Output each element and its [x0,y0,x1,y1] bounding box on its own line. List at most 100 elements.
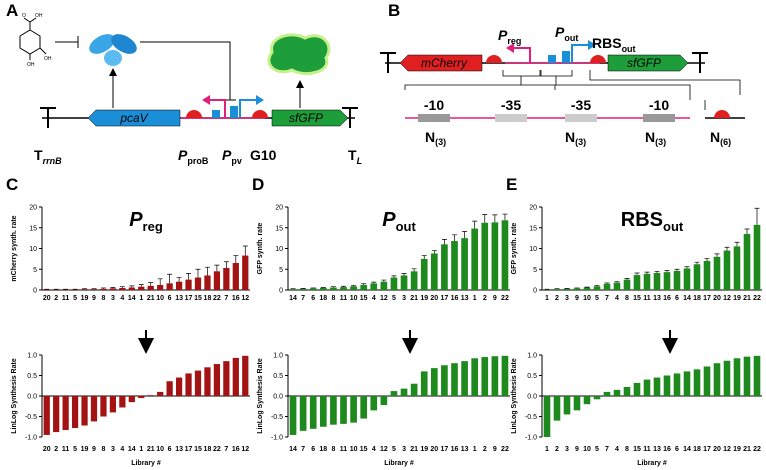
y-tick-label: -1.0 [271,435,283,442]
x-tick-label: 3 [565,295,569,302]
x-tick-label: 11 [62,446,70,453]
error-bar [242,245,248,256]
bar [410,271,418,290]
x-tick-label: 15 [194,446,202,453]
pcav-protein [89,34,137,66]
x-tick-label: 9 [92,295,96,302]
bar [603,283,611,290]
bar [100,288,107,290]
error-bar [411,268,417,272]
bar [553,289,561,290]
x-tick-label: 10 [156,446,164,453]
x-tick-label: 22 [213,446,221,453]
bar [451,241,458,290]
x-tick-label: 2 [54,295,58,302]
x-tick-label: 10 [156,295,164,302]
x-tick-label: 15 [633,446,641,453]
bar [400,388,408,396]
bar [623,386,631,396]
bar [603,391,611,396]
box-label: -35 [501,97,521,113]
error-bar [100,287,106,289]
part-label: RBSout [592,35,636,54]
bar [119,287,126,290]
title-sub: out [663,219,684,234]
bar [109,288,117,290]
terminator [692,52,708,73]
error-bar [233,255,239,264]
bar [693,369,701,396]
x-tick-label: 20 [430,295,438,302]
y-axis-label: mCherry synth. rate [11,215,18,281]
x-tick-label: 14 [683,446,691,453]
terminator [40,107,56,128]
spacer-label: N(3) [565,129,586,147]
error-bar [361,283,367,286]
x-tick-label: 7 [301,446,305,453]
x-tick-label: 20 [43,446,51,453]
title-main: P [382,209,396,231]
y-tick-label: 15 [275,225,283,232]
x-tick-label: 19 [733,446,741,453]
box-10 [418,114,450,122]
error-bar [138,284,144,287]
x-tick-label: 13 [653,295,661,302]
error-bar [724,246,730,251]
bar [743,233,751,290]
y-tick-label: 5 [279,267,283,274]
error-bar [119,286,125,288]
x-tick-label: 6 [675,295,679,302]
y-tick-label: 1.0 [27,353,37,360]
bar [330,287,337,290]
x-tick-label: 18 [319,295,327,302]
bar [390,391,398,396]
bar [553,396,561,421]
x-tick-label: 10 [583,295,591,302]
x-tick-label: 8 [102,446,106,453]
bar [90,396,98,422]
bar [723,250,731,290]
error-bar [704,258,710,261]
bar [223,361,230,396]
x-tick-label: 4 [615,295,619,302]
x-tick-label: 16 [451,446,459,453]
bar [400,275,408,290]
bar [703,260,711,290]
y-tick-label: 0.0 [527,394,537,401]
panel-label: A [6,1,18,20]
y-tick-label: -0.5 [25,414,37,421]
x-tick-label: 14 [683,295,691,302]
x-tick-label: 18 [204,446,212,453]
bar [194,370,202,396]
y-tick-label: 5 [533,267,537,274]
error-bar [371,281,377,284]
box-35 [495,114,527,122]
x-tick-label: 22 [753,295,761,302]
x-tick-label: 16 [232,446,240,453]
rbs [252,110,268,118]
y-tick-label: 10 [529,246,537,253]
x-tick-label: 18 [693,446,701,453]
bar [213,271,221,290]
bar [223,268,230,290]
bar [204,275,211,290]
x-tick-label: 2 [483,295,487,302]
x-tick-label: 11 [643,446,651,453]
bar [441,365,448,396]
sfgfp-protein [267,33,331,75]
bar [501,355,509,396]
x-tick-label: 19 [420,446,428,453]
x-tick-label: 7 [224,446,228,453]
y-axis-label: GFP synth. rate [257,223,264,275]
bar [481,357,489,396]
bar [81,289,88,290]
x-tick-label: 13 [461,295,469,302]
bar [723,360,731,396]
bar [693,264,701,290]
bar [683,268,691,290]
y-axis-label: LinLog Synthesis Rate [511,358,518,434]
y-tick-label: 20 [29,205,37,212]
brackets [404,70,741,110]
bar [491,222,499,290]
terminator [380,52,396,73]
